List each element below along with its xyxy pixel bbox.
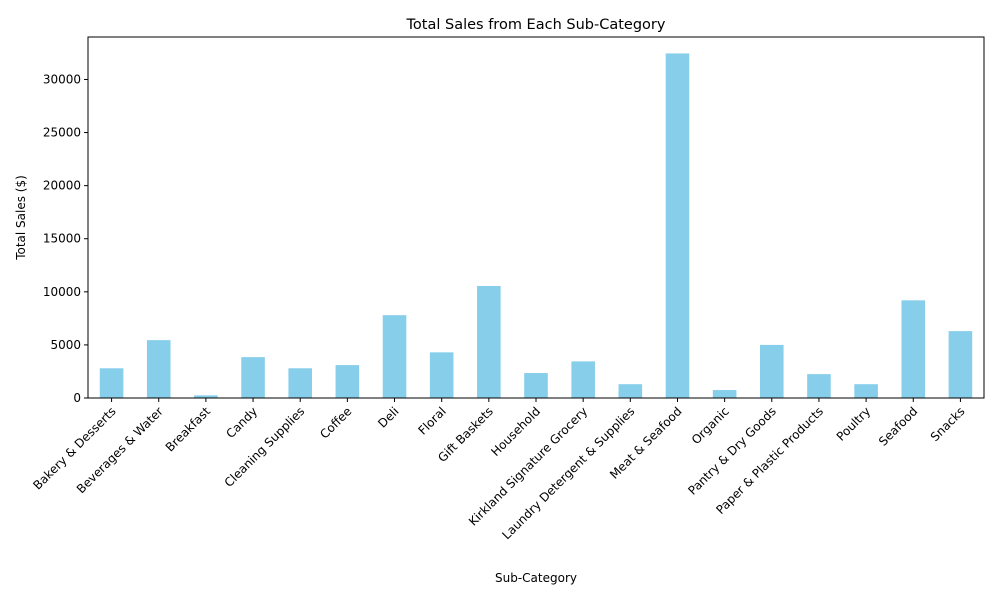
bar-kirkland-signature-grocery xyxy=(571,361,595,398)
bar-breakfast xyxy=(194,395,218,398)
x-axis-title: Sub-Category xyxy=(495,571,577,585)
plot-frame xyxy=(87,36,985,399)
bar-organic xyxy=(712,390,737,398)
bar-gift-baskets xyxy=(477,285,501,398)
bar-poultry xyxy=(854,384,878,398)
y-tick-label: 15000 xyxy=(43,232,81,246)
bar-deli xyxy=(382,315,407,398)
y-tick-label: 25000 xyxy=(43,126,81,140)
bar-floral xyxy=(429,352,454,398)
y-axis: 0 5000 10000 15000 20000 25000 30000 xyxy=(43,72,88,405)
y-tick-label: 30000 xyxy=(43,72,81,86)
y-tick-label: 5000 xyxy=(50,338,81,352)
y-tick-label: 20000 xyxy=(43,179,81,193)
bar-meat-seafood xyxy=(665,53,690,399)
bar-bakery-desserts xyxy=(99,368,124,398)
bar-seafood xyxy=(901,300,926,398)
bar-snacks xyxy=(948,331,973,398)
bar-candy xyxy=(241,357,265,398)
bar-household xyxy=(524,373,548,398)
y-tick-label: 10000 xyxy=(43,285,81,299)
bar-cleaning-supplies xyxy=(288,368,312,398)
y-tick-label: 0 xyxy=(73,391,81,405)
bar-laundry-detergent-supplies xyxy=(618,384,643,398)
chart-title: Total Sales from Each Sub-Category xyxy=(406,17,666,33)
bar-beverages-water xyxy=(146,340,171,398)
bar-paper-plastic-products xyxy=(807,374,831,398)
bar-coffee xyxy=(335,365,360,398)
y-axis-title: Total Sales ($) xyxy=(14,175,28,261)
bars-group xyxy=(99,53,973,399)
bar-pantry-dry-goods xyxy=(760,344,784,398)
